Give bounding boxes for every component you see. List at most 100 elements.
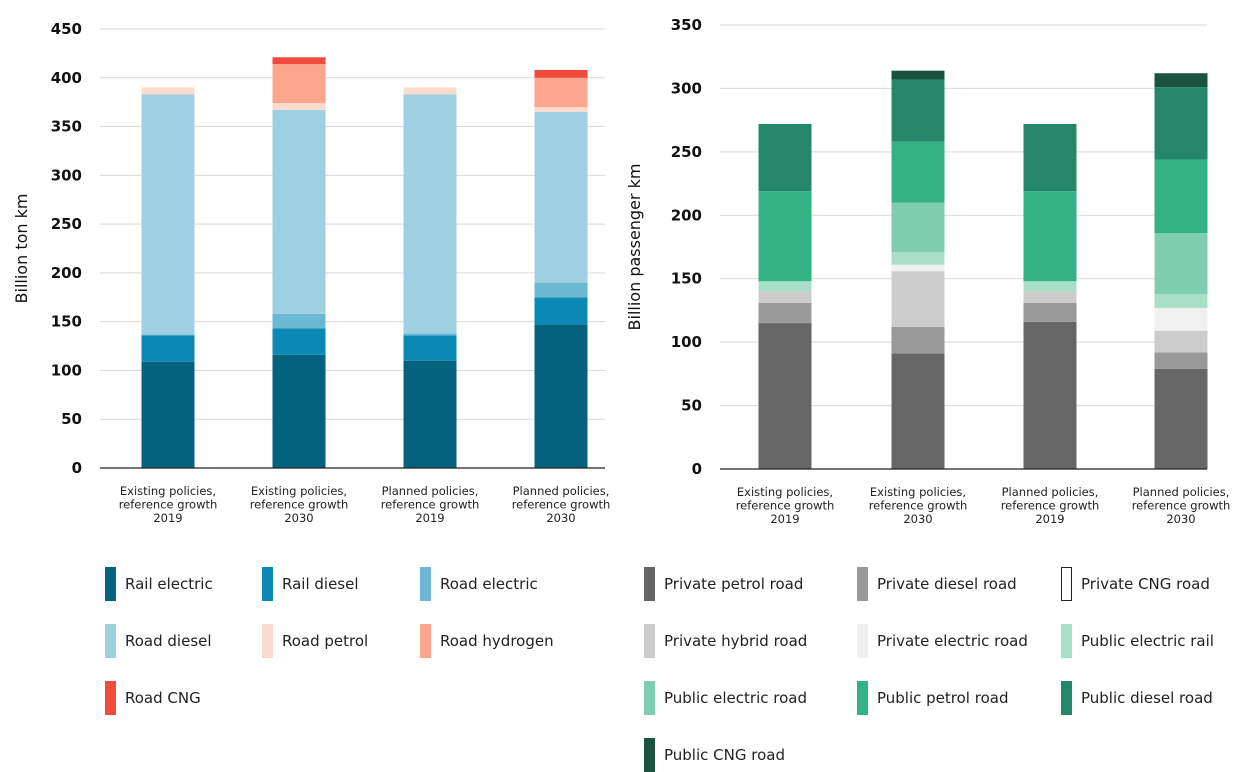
legend-item: Road petrol: [262, 624, 368, 658]
bar-segment: [1154, 352, 1208, 369]
y-tick-label: 350: [51, 118, 82, 136]
y-tick-label: 100: [671, 333, 702, 351]
bar-segment: [534, 107, 588, 112]
y-tick-label: 200: [51, 264, 82, 282]
legend-label: Road electric: [440, 575, 538, 593]
bar-segment: [1023, 191, 1077, 282]
legend-label: Public CNG road: [664, 746, 785, 764]
bar-segment: [272, 354, 326, 468]
legend-item: Public electric rail: [1061, 624, 1214, 658]
y-tick-label: 0: [692, 460, 702, 478]
y-tick-label: 450: [51, 20, 82, 38]
legend-item: Road CNG: [105, 681, 201, 715]
bar-segment: [1023, 123, 1077, 192]
y-tick-label: 0: [72, 459, 82, 477]
bar-segment: [758, 191, 812, 282]
legend-swatch: [1061, 681, 1072, 715]
bar-segment: [891, 79, 945, 142]
legend-swatch: [857, 624, 868, 658]
legend-label: Private hybrid road: [664, 632, 808, 650]
legend-label: Public electric rail: [1081, 632, 1214, 650]
legend-label: Road petrol: [282, 632, 369, 650]
bar-segment: [272, 57, 326, 65]
bar-segment: [403, 94, 457, 334]
bar-segment: [758, 281, 812, 292]
legend-swatch: [262, 567, 273, 601]
legend-label: Private petrol road: [664, 575, 804, 593]
y-tick-label: 250: [671, 143, 702, 161]
x-category-label: Existing policies, reference growth 2030: [250, 484, 349, 525]
bar-segment: [758, 323, 812, 469]
y-axis-label: Billion ton km: [12, 194, 31, 304]
bar-segment: [403, 360, 457, 468]
y-axis-label: Billion passenger km: [625, 164, 644, 331]
bar-segment: [1154, 307, 1208, 331]
legend-item: Private CNG road: [1061, 567, 1210, 601]
legend-item: Private hybrid road: [644, 624, 807, 658]
y-tick-label: 300: [51, 166, 82, 184]
bar-segment: [891, 353, 945, 469]
legend-item: Road electric: [420, 567, 538, 601]
bar-segment: [141, 94, 195, 335]
legend-swatch: [857, 681, 868, 715]
y-tick-label: 150: [671, 270, 702, 288]
bar-segment: [758, 291, 812, 303]
bar-segment: [403, 335, 457, 361]
legend-item: Public petrol road: [857, 681, 1008, 715]
legend-item: Public diesel road: [1061, 681, 1213, 715]
bar-segment: [891, 326, 945, 354]
x-category-label: Existing policies, reference growth 2030: [869, 485, 968, 526]
y-tick-label: 100: [51, 361, 82, 379]
y-tick-label: 50: [681, 397, 702, 415]
legend-swatch: [105, 681, 116, 715]
legend-swatch: [1061, 624, 1072, 658]
bar-segment: [1154, 330, 1208, 353]
bar-segment: [534, 297, 588, 325]
bar-segment: [1154, 87, 1208, 160]
bar-segment: [1154, 233, 1208, 294]
legend-label: Public diesel road: [1081, 689, 1213, 707]
bar-segment: [1154, 73, 1208, 88]
legend-label: Rail diesel: [282, 575, 359, 593]
bar-segment: [1023, 321, 1077, 469]
legend-label: Public petrol road: [877, 689, 1009, 707]
legend-swatch: [644, 624, 655, 658]
bar-segment: [272, 103, 326, 110]
legend-swatch: [644, 738, 655, 772]
bar-segment: [272, 109, 326, 314]
bar-segment: [272, 313, 326, 329]
legend-item: Road hydrogen: [420, 624, 554, 658]
legend-item: Private diesel road: [857, 567, 1017, 601]
bar-segment: [141, 334, 195, 336]
bar-segment: [1154, 368, 1208, 469]
legend-label: Private diesel road: [877, 575, 1017, 593]
bar-segment: [141, 87, 195, 95]
x-category-label: Planned policies, reference growth 2030: [512, 484, 611, 525]
bar-segment: [272, 64, 326, 104]
x-category-label: Planned policies, reference growth 2019: [381, 484, 480, 525]
legend-swatch: [857, 567, 868, 601]
legend-item: Private electric road: [857, 624, 1028, 658]
legend-item: Rail electric: [105, 567, 213, 601]
legend-label: Rail electric: [125, 575, 213, 593]
bar-segment: [1154, 293, 1208, 308]
y-tick-label: 200: [671, 206, 702, 224]
bar-segment: [403, 87, 457, 95]
bar-segment: [891, 264, 945, 272]
bar-segment: [1023, 302, 1077, 322]
bar-segment: [891, 271, 945, 327]
legend-swatch: [644, 681, 655, 715]
y-tick-label: 150: [51, 313, 82, 331]
bar-segment: [758, 302, 812, 324]
y-tick-label: 250: [51, 215, 82, 233]
y-tick-label: 350: [671, 16, 702, 34]
y-tick-label: 50: [61, 410, 82, 428]
legend-label: Private CNG road: [1081, 575, 1210, 593]
bar-segment: [534, 69, 588, 78]
legend-swatch: [420, 624, 431, 658]
bar-segment: [1023, 281, 1077, 292]
y-tick-label: 300: [671, 79, 702, 97]
legend-swatch: [1061, 567, 1072, 601]
legend-item: Private petrol road: [644, 567, 803, 601]
bar-segment: [891, 70, 945, 80]
